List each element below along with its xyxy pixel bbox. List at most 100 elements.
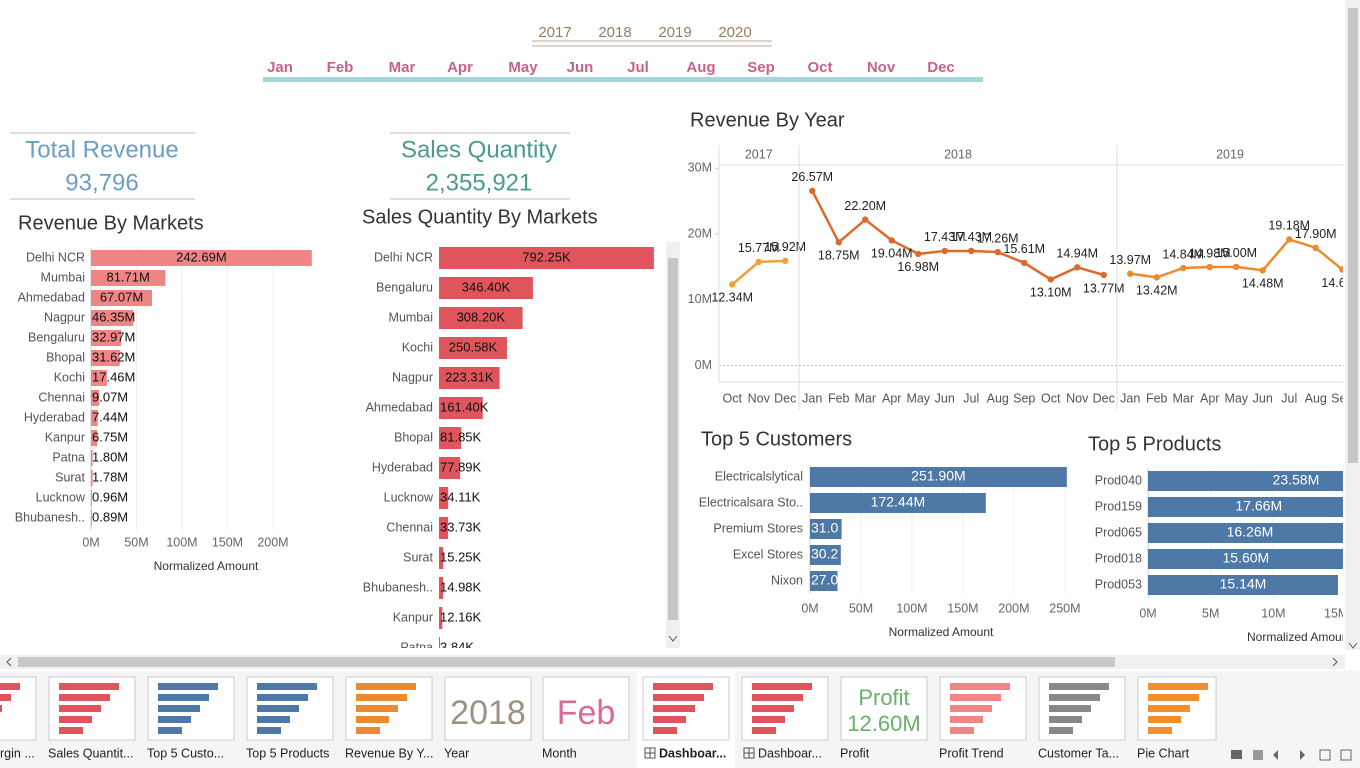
bar bbox=[91, 330, 121, 346]
thumb-shape bbox=[356, 683, 416, 690]
x-tick-label: 250M bbox=[1049, 601, 1080, 615]
month-filter[interactable]: Mar bbox=[389, 59, 416, 76]
bar bbox=[91, 430, 98, 446]
month-filter[interactable]: Oct bbox=[807, 59, 832, 76]
month-filter[interactable]: Aug bbox=[686, 59, 715, 76]
data-label: 15.61M bbox=[1003, 242, 1045, 256]
data-label: 15.92M bbox=[764, 240, 806, 254]
x-tick-label: Nov bbox=[748, 391, 771, 405]
category-label: Lucknow bbox=[384, 490, 434, 504]
data-label: 46.35M bbox=[92, 309, 135, 324]
tab-label[interactable]: Dashboar... bbox=[659, 746, 726, 760]
year-filter[interactable]: 2019 bbox=[658, 24, 691, 41]
data-label: 14.98M bbox=[1189, 246, 1231, 260]
data-label: 0.96M bbox=[92, 489, 128, 504]
tab-label[interactable]: Customer Ta... bbox=[1038, 746, 1119, 760]
year-filter[interactable]: 2018 bbox=[598, 24, 631, 41]
data-label: 31.62M bbox=[92, 349, 135, 364]
tab-label[interactable]: Profit Trend bbox=[939, 746, 1004, 760]
data-label: 3.84K bbox=[440, 639, 474, 654]
thumb-shape bbox=[752, 683, 812, 690]
month-filter[interactable]: Dec bbox=[927, 59, 955, 76]
category-label: Electricalsara Sto.. bbox=[699, 495, 803, 509]
tab-label[interactable]: Profit bbox=[840, 746, 870, 760]
thumb-shape bbox=[158, 683, 218, 690]
category-label: Mumbai bbox=[41, 270, 85, 284]
data-label: 14.98K bbox=[440, 579, 482, 594]
bar bbox=[91, 270, 166, 286]
thumb-shape bbox=[59, 716, 92, 723]
tab-label[interactable]: Month bbox=[542, 746, 577, 760]
kpi-label: Sales Quantity bbox=[401, 136, 557, 163]
thumb-shape bbox=[1049, 694, 1100, 701]
scroll-left[interactable] bbox=[6, 657, 12, 667]
thumb-shape bbox=[59, 705, 101, 712]
month-filter[interactable]: Feb bbox=[327, 59, 354, 76]
data-label: 77.89K bbox=[440, 459, 482, 474]
tab-label[interactable]: rgin ... bbox=[0, 746, 35, 760]
data-label: 223.31K bbox=[445, 369, 494, 384]
data-label: 9.07M bbox=[92, 389, 128, 404]
month-filter[interactable]: May bbox=[508, 59, 538, 76]
thumb-shape bbox=[59, 694, 110, 701]
month-filter[interactable]: Jun bbox=[567, 59, 594, 76]
v-scroll-thumb[interactable] bbox=[668, 258, 678, 620]
data-label: 13.97M bbox=[1109, 253, 1151, 267]
thumb-shape bbox=[1049, 705, 1091, 712]
line bbox=[811, 190, 1105, 281]
tab-label[interactable]: Dashboar... bbox=[758, 746, 822, 760]
tab-label[interactable]: Pie Chart bbox=[1137, 746, 1190, 760]
x-tick-label: Jan bbox=[1120, 391, 1140, 405]
category-label: Patna bbox=[52, 450, 85, 464]
thumb-shape bbox=[158, 705, 200, 712]
chart-title: Top 5 Products bbox=[1088, 433, 1221, 455]
data-label: 32.97M bbox=[92, 329, 135, 344]
year-filter[interactable]: 2017 bbox=[538, 24, 571, 41]
point bbox=[835, 239, 842, 246]
bar bbox=[91, 490, 92, 506]
x-tick-label: Jul bbox=[1281, 391, 1297, 405]
data-label: 22.20M bbox=[844, 199, 886, 213]
tab-label[interactable]: Revenue By Y... bbox=[345, 746, 434, 760]
tab-label[interactable]: Top 5 Custo... bbox=[147, 746, 224, 760]
month-filter[interactable]: Sep bbox=[747, 59, 775, 76]
tab-label[interactable]: Top 5 Products bbox=[246, 746, 329, 760]
category-label: Nagpur bbox=[44, 310, 85, 324]
bar bbox=[439, 367, 500, 389]
point bbox=[968, 247, 975, 255]
month-filter[interactable]: Apr bbox=[447, 59, 473, 76]
year-filter[interactable]: 2020 bbox=[718, 24, 751, 41]
tab-thumbnail[interactable] bbox=[542, 676, 630, 741]
tab-label[interactable]: Year bbox=[444, 746, 469, 760]
tab-thumbnail[interactable] bbox=[444, 676, 532, 741]
scroll-down[interactable] bbox=[1348, 642, 1358, 649]
x-tick-label: 200M bbox=[998, 601, 1029, 615]
month-filter[interactable]: Nov bbox=[867, 59, 896, 76]
bar bbox=[439, 277, 533, 299]
point bbox=[729, 281, 736, 288]
month-filter[interactable]: Jan bbox=[267, 59, 293, 76]
page-v-thumb[interactable] bbox=[1348, 8, 1358, 463]
x-axis-title: Normalized Amount bbox=[1247, 630, 1352, 644]
data-label: 17.90M bbox=[1295, 227, 1337, 241]
tab-label[interactable]: Sales Quantit... bbox=[48, 746, 133, 760]
thumb-shape bbox=[950, 716, 983, 723]
h-scroll-thumb[interactable] bbox=[18, 657, 1115, 667]
category-label: Nixon bbox=[771, 573, 803, 587]
x-tick-label: May bbox=[1224, 391, 1248, 405]
month-filter[interactable]: Jul bbox=[627, 59, 649, 76]
data-label: 13.10M bbox=[1030, 286, 1072, 300]
point bbox=[994, 248, 1001, 256]
scroll-down[interactable] bbox=[668, 635, 678, 642]
data-label: 15.00M bbox=[1215, 246, 1257, 260]
thumb-shape bbox=[257, 683, 317, 690]
kpi-value: 93,796 bbox=[65, 169, 138, 196]
thumb-shape bbox=[0, 683, 20, 690]
tab-thumbnail[interactable] bbox=[840, 676, 928, 741]
scroll-right[interactable] bbox=[1332, 657, 1338, 667]
point bbox=[1153, 274, 1160, 281]
bar bbox=[91, 390, 100, 406]
status-icons[interactable] bbox=[1231, 749, 1352, 761]
data-label: 14.60M bbox=[1321, 276, 1360, 290]
